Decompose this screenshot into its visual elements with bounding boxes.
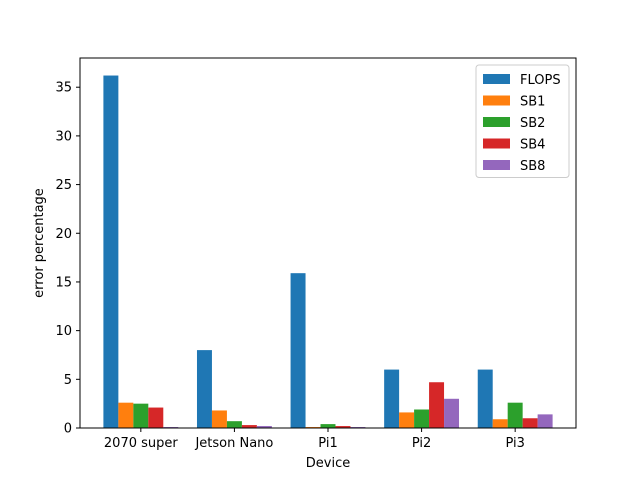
x-tick-label: Pi3 <box>505 436 524 451</box>
bar-sb8-5 <box>537 414 553 428</box>
axes-layer: 0 5 10 15 20 25 30 35 2070 super Jetson Nano Pi1 Pi… <box>55 57 577 451</box>
bar-sb2-3 <box>320 424 336 428</box>
bar-sb4-3 <box>335 426 351 428</box>
legend-swatch-sb2 <box>483 117 510 127</box>
bar-sb4-2 <box>241 425 257 428</box>
legend-label-sb4: SB4 <box>520 138 545 153</box>
legend-swatch-sb4 <box>483 138 510 149</box>
y-axis-label: error percentage <box>32 188 47 298</box>
y-tick-label: 0 <box>64 422 72 437</box>
bar-sb1-2 <box>211 410 227 428</box>
bar-flops-3 <box>290 273 306 428</box>
x-tick-label: Pi2 <box>412 436 431 451</box>
bar-sb1-5 <box>492 419 508 428</box>
y-tick-label: 20 <box>55 227 72 242</box>
bar-sb4-4 <box>429 382 445 428</box>
legend-swatch-sb1 <box>483 95 510 106</box>
x-tick-label: Pi1 <box>318 436 337 451</box>
bar-sb2-4 <box>414 409 430 428</box>
legend-label-sb1: SB1 <box>520 95 545 110</box>
legend-swatch-sb8 <box>483 160 510 170</box>
y-tick-label: 25 <box>55 178 72 193</box>
legend-label-sb8: SB8 <box>520 159 545 174</box>
bar-flops-2 <box>196 350 212 428</box>
bar-flops-4 <box>384 369 400 428</box>
legend-label-flops: FLOPS <box>520 73 561 88</box>
legend: FLOPS SB1 SB2 SB4 SB8 <box>475 64 570 178</box>
x-axis-label: Device <box>306 456 350 471</box>
bars-layer <box>103 75 553 428</box>
y-tick-label: 35 <box>55 81 72 96</box>
bar-sb1-1 <box>118 402 134 428</box>
legend-box <box>475 64 570 178</box>
bar-sb2-1 <box>133 403 149 428</box>
bar-sb8-4 <box>444 398 460 428</box>
legend-swatch-flops <box>483 74 510 84</box>
bar-sb2-2 <box>226 421 242 428</box>
y-tick-label: 30 <box>55 129 72 144</box>
bar-sb4-1 <box>148 407 164 428</box>
bar-sb1-4 <box>399 412 415 428</box>
bar-sb4-5 <box>522 418 538 428</box>
bar-sb8-2 <box>256 426 272 428</box>
x-tick-label: 2070 super <box>104 436 178 451</box>
y-tick-label: 15 <box>55 275 72 290</box>
y-tick-label: 10 <box>55 324 72 339</box>
bar-flops-1 <box>103 75 119 428</box>
bar-sb2-5 <box>507 402 523 428</box>
legend-label-sb2: SB2 <box>520 116 545 131</box>
y-tick-label: 5 <box>64 373 72 388</box>
x-tick-label: Jetson Nano <box>194 436 273 451</box>
bar-flops-5 <box>477 369 493 428</box>
